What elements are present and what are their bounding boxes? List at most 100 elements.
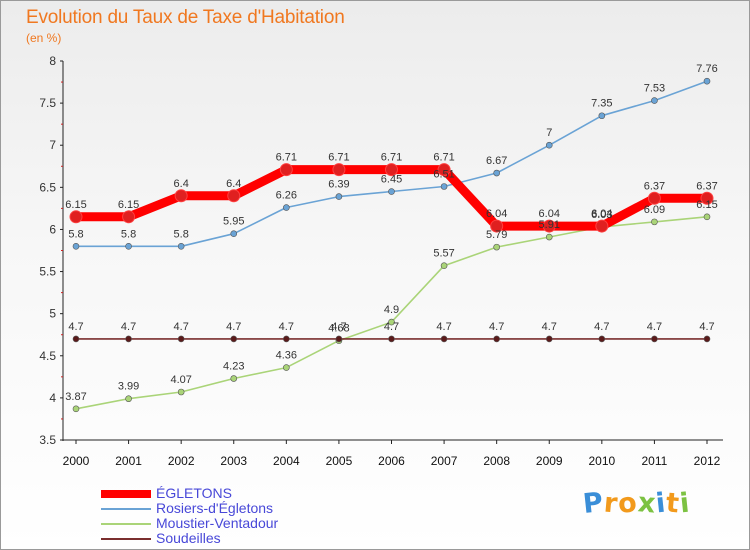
data-point <box>545 335 553 343</box>
data-point <box>647 191 661 205</box>
data-point <box>703 77 711 85</box>
data-label: 5.8 <box>68 228 83 240</box>
data-point <box>595 219 609 233</box>
x-tick-label: 2010 <box>588 454 615 468</box>
y-tick-label: 7.5 <box>39 96 56 110</box>
data-label: 6.71 <box>381 152 402 164</box>
data-label: 4.7 <box>121 321 136 333</box>
y-tick-label: 4 <box>49 391 56 405</box>
data-label: 6.71 <box>433 152 454 164</box>
data-label: 4.7 <box>279 321 294 333</box>
legend-swatch <box>101 523 151 525</box>
data-label: 6.4 <box>174 178 189 190</box>
data-point <box>125 335 132 343</box>
data-point <box>230 375 238 382</box>
data-label: 5.79 <box>486 229 507 241</box>
data-label: 4.7 <box>331 321 346 333</box>
x-tick-label: 2007 <box>431 454 458 468</box>
data-point <box>283 335 290 343</box>
data-point <box>651 335 658 343</box>
data-label: 7.76 <box>696 63 717 75</box>
data-label: 4.7 <box>647 321 662 333</box>
data-point <box>72 405 80 413</box>
data-label: 6.39 <box>328 179 349 191</box>
data-point <box>440 335 448 343</box>
data-label: 6.15 <box>696 199 717 211</box>
data-label: 5.91 <box>539 219 560 231</box>
data-label: 4.7 <box>68 321 83 333</box>
y-tick-label: 6.5 <box>39 180 56 194</box>
data-label: 4.7 <box>699 321 714 333</box>
data-point <box>493 169 500 177</box>
chart-title: Evolution du Taux de Taxe d'Habitation <box>26 7 345 28</box>
data-point <box>177 388 185 396</box>
data-label: 5.8 <box>121 228 136 240</box>
data-label: 6.71 <box>276 152 297 164</box>
data-point <box>700 191 714 205</box>
logo-letter: i <box>678 487 693 520</box>
data-point <box>227 189 241 203</box>
data-point <box>230 230 238 237</box>
legend-label: ÉGLETONS <box>156 485 232 501</box>
data-label: 5.57 <box>433 248 454 260</box>
data-point <box>703 335 711 343</box>
data-point <box>72 335 80 343</box>
data-point <box>388 318 395 326</box>
x-tick-label: 2003 <box>220 454 247 468</box>
data-point <box>177 242 185 250</box>
data-label: 4.7 <box>226 321 241 333</box>
data-point <box>703 213 711 221</box>
data-label: 3.87 <box>65 391 86 403</box>
data-point <box>388 188 395 195</box>
x-tick-label: 2009 <box>536 454 563 468</box>
chart-subtitle: (en %) <box>26 31 62 45</box>
x-tick-label: 2001 <box>115 454 142 468</box>
legend-swatch <box>101 508 151 510</box>
data-label: 6.04 <box>539 208 560 220</box>
data-label: 6.4 <box>226 178 241 190</box>
data-point <box>125 242 132 250</box>
data-label: 6.15 <box>118 199 139 211</box>
y-tick-label: 6 <box>49 222 56 236</box>
legend-label: Moustier-Ventadour <box>156 515 279 531</box>
data-point <box>230 335 238 343</box>
legend-label: Soudeilles <box>156 530 221 546</box>
y-tick-label: 8 <box>49 54 56 68</box>
data-label: 6.09 <box>644 204 665 216</box>
data-label: 6.04 <box>486 208 507 220</box>
data-point <box>335 335 343 343</box>
data-label: 4.36 <box>276 350 297 362</box>
data-label: 4.7 <box>174 321 189 333</box>
data-point <box>651 218 658 226</box>
data-label: 6.37 <box>696 180 717 192</box>
data-label: 6.45 <box>381 174 402 186</box>
data-point <box>440 262 448 269</box>
legend-label: Rosiers-d'Égletons <box>156 500 274 516</box>
data-label: 6.51 <box>433 168 454 180</box>
data-point <box>651 97 658 104</box>
data-point <box>490 219 504 233</box>
x-tick-label: 2002 <box>168 454 195 468</box>
data-label: 6.37 <box>644 180 665 192</box>
data-label: 6.03 <box>591 209 612 221</box>
data-point <box>545 141 553 149</box>
data-point <box>385 163 398 177</box>
data-label: 4.7 <box>489 321 504 333</box>
data-label: 4.7 <box>594 321 609 333</box>
x-tick-label: 2000 <box>63 454 90 468</box>
data-label: 3.99 <box>118 381 139 393</box>
data-label: 4.07 <box>170 374 191 386</box>
legend-swatch <box>101 490 151 498</box>
data-label: 4.9 <box>384 304 399 316</box>
data-label: 4.7 <box>542 321 557 333</box>
data-point <box>122 210 136 224</box>
data-point <box>177 335 185 343</box>
y-tick-label: 3.5 <box>39 433 56 447</box>
data-point <box>174 189 188 203</box>
data-label: 5.95 <box>223 216 244 228</box>
proxiti-logo: Proxiti <box>581 487 693 520</box>
data-label: 6.15 <box>65 199 86 211</box>
logo-letter: o <box>616 487 640 520</box>
